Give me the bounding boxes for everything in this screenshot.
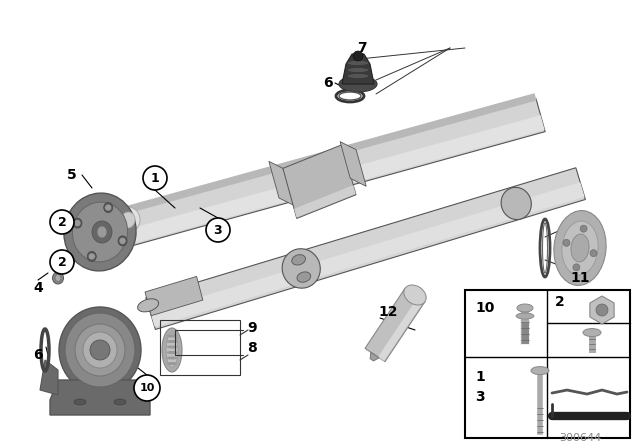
Text: 11: 11 xyxy=(570,271,589,285)
Text: 7: 7 xyxy=(357,41,367,55)
Ellipse shape xyxy=(73,218,82,228)
Polygon shape xyxy=(90,93,536,224)
Polygon shape xyxy=(145,276,203,316)
Ellipse shape xyxy=(166,333,178,367)
Ellipse shape xyxy=(347,60,369,65)
Ellipse shape xyxy=(65,313,135,387)
Ellipse shape xyxy=(74,399,86,405)
Ellipse shape xyxy=(516,313,534,319)
Ellipse shape xyxy=(562,221,598,275)
Circle shape xyxy=(580,225,587,232)
Ellipse shape xyxy=(118,236,127,246)
Ellipse shape xyxy=(531,366,549,375)
Ellipse shape xyxy=(75,324,125,376)
Polygon shape xyxy=(365,289,425,362)
Text: 10: 10 xyxy=(475,301,494,315)
Ellipse shape xyxy=(83,332,117,368)
Circle shape xyxy=(563,239,570,246)
Ellipse shape xyxy=(97,226,107,238)
Ellipse shape xyxy=(92,221,112,243)
Text: 2: 2 xyxy=(58,215,67,228)
Ellipse shape xyxy=(72,202,127,262)
Text: 6: 6 xyxy=(323,76,333,90)
Polygon shape xyxy=(294,185,356,217)
Circle shape xyxy=(90,340,110,360)
Ellipse shape xyxy=(166,357,177,359)
Polygon shape xyxy=(95,115,545,253)
Circle shape xyxy=(206,218,230,242)
Circle shape xyxy=(590,250,597,257)
Text: 4: 4 xyxy=(33,281,43,295)
Text: 9: 9 xyxy=(247,321,257,335)
Ellipse shape xyxy=(52,272,63,284)
Ellipse shape xyxy=(55,275,61,281)
Ellipse shape xyxy=(166,335,177,337)
Polygon shape xyxy=(150,182,584,327)
Circle shape xyxy=(88,253,95,260)
Polygon shape xyxy=(269,161,295,206)
Text: 1: 1 xyxy=(150,172,159,185)
Polygon shape xyxy=(146,168,586,329)
Circle shape xyxy=(74,220,81,227)
Text: 300644: 300644 xyxy=(559,433,601,443)
Ellipse shape xyxy=(78,229,113,247)
Polygon shape xyxy=(283,145,356,219)
Text: 8: 8 xyxy=(247,341,257,355)
Ellipse shape xyxy=(292,254,305,265)
Ellipse shape xyxy=(116,207,140,233)
Circle shape xyxy=(353,51,363,61)
Text: 2: 2 xyxy=(555,295,564,309)
Ellipse shape xyxy=(517,304,533,312)
Ellipse shape xyxy=(347,68,369,73)
Polygon shape xyxy=(465,290,630,438)
Polygon shape xyxy=(370,352,379,361)
Ellipse shape xyxy=(297,272,310,282)
Circle shape xyxy=(134,375,160,401)
Ellipse shape xyxy=(347,73,369,78)
Text: 6: 6 xyxy=(33,348,43,362)
Text: 3: 3 xyxy=(214,224,222,237)
Polygon shape xyxy=(342,54,374,84)
Ellipse shape xyxy=(162,328,182,372)
Ellipse shape xyxy=(166,340,177,343)
Ellipse shape xyxy=(138,299,159,312)
Ellipse shape xyxy=(282,249,320,288)
Polygon shape xyxy=(378,297,424,361)
Ellipse shape xyxy=(121,212,135,228)
Ellipse shape xyxy=(571,234,589,262)
Ellipse shape xyxy=(583,328,601,336)
Circle shape xyxy=(143,166,167,190)
Text: 2: 2 xyxy=(58,255,67,268)
Circle shape xyxy=(105,204,112,211)
Ellipse shape xyxy=(339,76,377,92)
Text: 10: 10 xyxy=(140,383,155,393)
Circle shape xyxy=(50,250,74,274)
Ellipse shape xyxy=(64,193,136,271)
Ellipse shape xyxy=(554,211,606,285)
Ellipse shape xyxy=(501,187,531,220)
Polygon shape xyxy=(91,99,545,254)
Ellipse shape xyxy=(404,285,426,305)
Ellipse shape xyxy=(114,399,126,405)
Text: 3: 3 xyxy=(475,390,484,404)
Ellipse shape xyxy=(166,345,177,349)
Polygon shape xyxy=(590,296,614,324)
Ellipse shape xyxy=(104,202,113,212)
Circle shape xyxy=(50,210,74,234)
Text: 1: 1 xyxy=(475,370,484,383)
Text: 5: 5 xyxy=(67,168,77,182)
Polygon shape xyxy=(340,142,366,186)
Text: 12: 12 xyxy=(378,305,397,319)
Ellipse shape xyxy=(87,251,96,262)
Ellipse shape xyxy=(166,351,177,354)
Polygon shape xyxy=(50,380,150,415)
Ellipse shape xyxy=(59,307,141,393)
Circle shape xyxy=(119,237,126,245)
Ellipse shape xyxy=(166,362,177,365)
Polygon shape xyxy=(40,360,58,395)
Circle shape xyxy=(573,264,580,271)
Circle shape xyxy=(596,304,608,316)
